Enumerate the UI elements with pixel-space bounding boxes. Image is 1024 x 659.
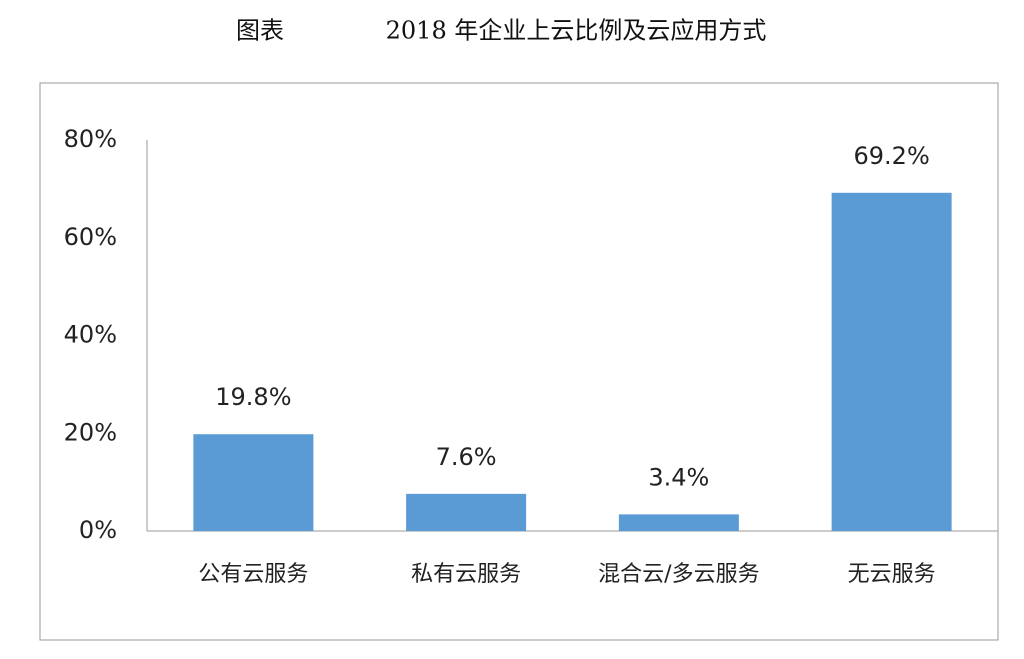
bar xyxy=(831,192,952,531)
value-label: 69.2% xyxy=(854,142,930,170)
y-tick-label: 20% xyxy=(64,418,117,446)
chart-title: 2018 年企业上云比例及云应用方式 xyxy=(386,17,767,45)
bar xyxy=(618,514,739,531)
x-tick-label: 混合云/多云服务 xyxy=(598,562,759,587)
bar xyxy=(406,493,527,531)
y-tick-label: 60% xyxy=(64,223,117,251)
chart-frame xyxy=(39,82,999,641)
value-label: 7.6% xyxy=(436,443,497,471)
value-label: 3.4% xyxy=(648,463,709,491)
y-tick-label: 0% xyxy=(79,516,117,544)
value-label: 19.8% xyxy=(215,383,291,411)
y-tick-label: 40% xyxy=(64,321,117,349)
x-tick-label: 无云服务 xyxy=(848,562,936,587)
x-tick-label: 私有云服务 xyxy=(411,562,521,587)
y-tick-label: 80% xyxy=(64,125,117,153)
figure-label: 图表 xyxy=(236,17,284,45)
x-tick-label: 公有云服务 xyxy=(198,562,308,587)
bar xyxy=(193,434,314,531)
